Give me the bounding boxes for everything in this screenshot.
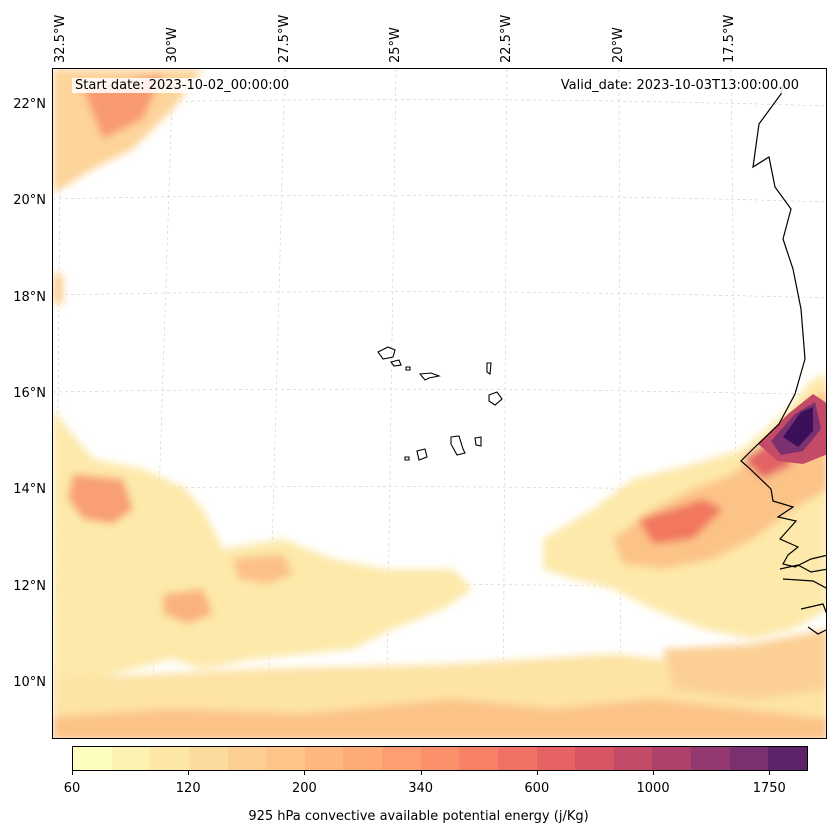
cape-area-west-core-2 [163,589,213,624]
cape-field [53,69,826,738]
gridline-lat-16 [53,388,826,396]
lat-label-18n: 18°N [13,290,46,305]
valid-date-label: Valid_date: 2023-10-03T13:00:00.00 [557,78,802,93]
cape-area-south-band [53,409,473,689]
colorbar-tick-label: 200 [291,781,317,796]
lon-label-225w: 22.5°W [499,14,514,63]
cape-verde-islands [377,346,503,461]
colorbar-tick-mark [304,771,306,775]
island-santo-antao [377,346,396,360]
island-sao-vicente [390,359,402,367]
colorbar-segment [652,747,691,770]
lon-label-30w: 30°W [165,27,180,63]
gridline-lon-225 [502,69,508,738]
map-canvas[interactable] [53,69,827,739]
gridline-lon-175 [730,69,740,738]
colorbar-segment [497,747,537,770]
gridline-lon-20 [618,69,622,738]
colorbar-segment [382,747,421,770]
island-sao-nicolau [418,372,441,381]
lon-label-325w: 32.5°W [53,14,68,63]
island-santiago [450,435,466,456]
lon-label-275w: 27.5°W [277,14,292,63]
lat-label-16n: 16°N [13,386,46,401]
colorbar-segment [343,747,382,770]
start-date-label: Start date: 2023-10-02_00:00:00 [72,78,293,93]
colorbar-tick-label: 1000 [636,781,670,796]
cape-area-west-strip [53,274,63,304]
colorbar-segment [575,747,614,770]
cape-area-floor-core [53,699,826,738]
cape-area-west-core-3 [233,554,293,584]
colorbar-segment [304,747,344,770]
lat-label-14n: 14°N [13,482,46,497]
cape-area-east-core-1 [638,499,723,544]
colorbar-tick-mark [188,771,190,775]
cape-area-west-core-1 [68,474,133,524]
colorbar-segment [73,747,112,770]
colorbar-segment [459,747,498,770]
colorbar-tick-mark [653,771,655,775]
lat-label-22n: 22°N [13,97,46,112]
island-maio [474,436,482,447]
colorbar-tick-label: 1750 [752,781,786,796]
cape-hotspot [758,394,826,464]
africa-coastline-south [779,564,826,635]
colorbar-segment [420,747,460,770]
colorbar-segment [150,747,189,770]
colorbar-tick-mark [420,771,422,775]
colorbar-segment [768,747,807,770]
lon-label-25w: 25°W [388,27,403,63]
lon-label-175w: 17.5°W [722,14,737,63]
colorbar-segment [613,747,653,770]
colorbar-segment [227,747,267,770]
lat-label-12n: 12°N [13,579,46,594]
cape-hotspot-core [783,407,813,447]
colorbar-segment [729,747,769,770]
coastline [740,78,826,635]
colorbar [72,746,808,771]
colorbar-tick-label: 120 [175,781,201,796]
colorbar-segment [111,747,151,770]
colorbar-tick-mark [769,771,771,775]
island-santa-luzia [405,366,411,371]
island-sal [486,362,492,375]
lat-label-10n: 10°N [13,675,46,690]
colorbar-segment [536,747,576,770]
colorbar-tick-label: 60 [63,781,81,796]
colorbar-label: 925 hPa convective available potential e… [248,809,589,824]
colorbar-tick-mark [72,771,73,775]
gridline-lon-25 [385,69,397,738]
island-brava [404,456,410,461]
gridline-lat-18 [53,291,826,299]
colorbar-segment [188,747,228,770]
colorbar-tick-label: 340 [408,781,434,796]
africa-coastline [740,78,826,568]
island-boa-vista [488,391,503,406]
map-frame[interactable] [52,68,827,739]
colorbar-tick-label: 600 [524,781,550,796]
lat-label-20n: 20°N [13,193,46,208]
lon-label-20w: 20°W [611,27,626,63]
colorbar-tick-mark [536,771,538,775]
island-fogo [416,448,428,461]
cape-area-east-south [663,629,826,699]
colorbar-segment [691,747,730,770]
colorbar-segment [266,747,305,770]
